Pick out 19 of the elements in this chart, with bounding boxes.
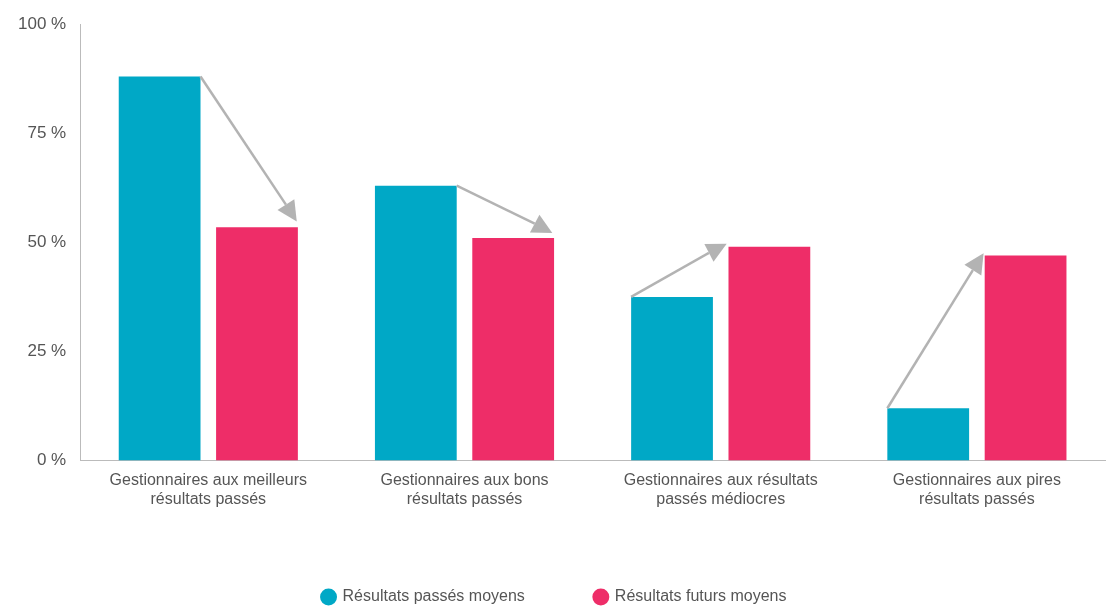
x-tick-label: Gestionnaires aux résultats passés médiocres xyxy=(623,470,818,507)
bar xyxy=(472,238,555,461)
bar xyxy=(118,76,201,461)
y-tick-label: 0 % xyxy=(36,450,67,470)
legend-label: Résultats futurs moyens xyxy=(614,587,787,605)
x-tick-label: Gestionnaires aux pires résultats passés xyxy=(892,470,1061,507)
y-tick-label: 50 % xyxy=(27,232,67,252)
bar xyxy=(216,227,298,461)
y-tick-label: 75 % xyxy=(27,122,67,142)
bar xyxy=(631,296,713,461)
bar xyxy=(728,246,811,461)
bar xyxy=(887,408,970,461)
y-tick-label: 100 % xyxy=(18,13,67,33)
bar xyxy=(374,185,457,461)
bar xyxy=(984,255,1067,461)
y-tick-label: 25 % xyxy=(27,341,67,361)
x-tick-label: Gestionnaires aux bons résultats passés xyxy=(380,470,549,507)
x-tick-label: Gestionnaires aux meilleurs résultats passés xyxy=(109,470,308,507)
legend-label: Résultats passés moyens xyxy=(342,587,525,605)
